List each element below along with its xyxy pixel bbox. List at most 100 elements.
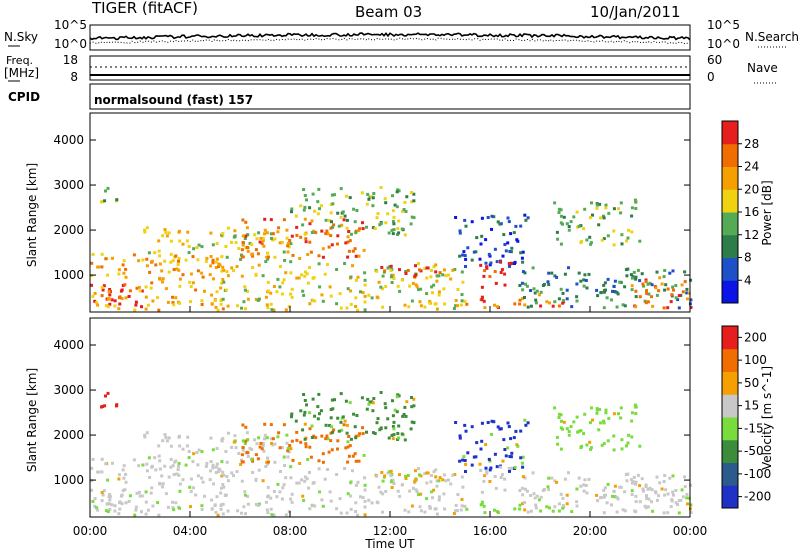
velocity-cell <box>242 505 246 509</box>
power-cell <box>308 302 312 306</box>
velocity-cell <box>320 498 324 502</box>
velocity-cell <box>344 446 348 450</box>
power-cell <box>328 219 332 222</box>
power-cell <box>144 285 148 289</box>
velocity-cell <box>209 460 213 463</box>
velocity-cell <box>425 481 429 485</box>
power-cell <box>515 238 519 242</box>
velocity-cell <box>480 490 484 494</box>
velocity-cell <box>93 497 97 500</box>
velocity-cell <box>521 475 525 479</box>
power-cell <box>93 299 97 303</box>
velocity-cell <box>572 420 576 424</box>
velocity-cell <box>402 413 406 416</box>
power-cell <box>529 289 533 292</box>
velocity-cell <box>485 471 489 475</box>
velocity-cell <box>548 506 551 510</box>
power-cell <box>108 293 112 297</box>
velocity-cell <box>577 429 581 433</box>
velocity-cell <box>630 489 634 493</box>
velocity-cell <box>361 432 365 436</box>
power-cell <box>200 299 204 303</box>
power-cell <box>235 265 239 268</box>
velocity-cell <box>666 492 670 496</box>
power-cell <box>411 281 415 285</box>
velocity-cell <box>492 420 496 424</box>
power-y-tick-label: 3000 <box>53 178 84 192</box>
power-cell <box>582 284 586 288</box>
power-cell <box>602 216 606 220</box>
power-cell <box>434 263 438 267</box>
velocity-cell <box>275 495 279 499</box>
velocity-cell <box>621 508 625 512</box>
power-cell <box>403 303 407 307</box>
power-cell <box>305 272 309 276</box>
velocity-x-tick-label: 04:00 <box>173 524 208 538</box>
velocity-cell <box>410 504 414 508</box>
velocity-cell <box>510 451 514 455</box>
power-cell <box>106 273 110 277</box>
velocity-cell <box>602 442 606 446</box>
power-cell <box>181 242 185 246</box>
power-cell <box>317 262 321 266</box>
velocity-cell <box>329 416 333 420</box>
power-cell <box>550 271 554 275</box>
power-cell <box>512 231 516 235</box>
power-cell <box>302 208 306 212</box>
power-cell <box>532 287 536 291</box>
velocity-cell <box>261 444 265 447</box>
velocity-cell <box>96 508 100 512</box>
velocity-cell <box>263 422 267 426</box>
velocity-cell <box>478 462 482 466</box>
velocity-cell <box>400 483 404 487</box>
velocity-cell <box>245 431 249 435</box>
power-cell <box>360 191 364 195</box>
power-cell <box>646 282 650 286</box>
velocity-cell <box>615 495 619 499</box>
velocity-cell <box>531 471 535 475</box>
power-y-tick-label: 2000 <box>53 223 84 237</box>
velocity-cell <box>375 474 379 478</box>
power-cell <box>551 304 555 308</box>
power-cell <box>241 243 245 247</box>
velocity-cell <box>254 477 258 481</box>
velocity-cell <box>575 504 579 508</box>
power-cell <box>595 288 599 292</box>
velocity-cell <box>671 490 675 494</box>
velocity-cell <box>289 465 293 469</box>
power-cell <box>222 268 226 272</box>
power-cell <box>277 226 281 230</box>
velocity-cell <box>342 423 346 427</box>
velocity-cell <box>243 442 247 445</box>
power-cell <box>276 230 280 234</box>
power-cell <box>470 258 474 262</box>
power-cell <box>280 292 284 296</box>
velocity-cell <box>339 420 343 424</box>
velocity-cell <box>555 435 559 439</box>
velocity-cell <box>167 475 171 479</box>
power-cell <box>165 234 169 238</box>
cpid-text: normalsound (fast) 157 <box>94 93 253 107</box>
velocity-cell <box>562 420 566 424</box>
velocity-cell <box>381 510 385 514</box>
power-cell <box>417 262 420 266</box>
velocity-cell <box>210 498 214 502</box>
power-cell <box>311 192 315 196</box>
velocity-cell <box>689 503 693 507</box>
velocity-cell <box>373 432 377 435</box>
power-y-tick-label: 4000 <box>53 133 84 147</box>
power-cell <box>191 255 195 259</box>
power-cell <box>454 216 458 219</box>
velocity-colorbar-tick-label: 15 <box>744 399 759 413</box>
power-cell <box>627 228 631 232</box>
power-cell <box>520 281 524 285</box>
velocity-cell <box>208 478 212 482</box>
velocity-cell <box>212 482 215 486</box>
power-cell <box>576 225 580 229</box>
power-cell <box>612 285 616 288</box>
power-cell <box>347 230 351 233</box>
velocity-cell <box>569 425 573 429</box>
velocity-cell <box>349 437 353 441</box>
